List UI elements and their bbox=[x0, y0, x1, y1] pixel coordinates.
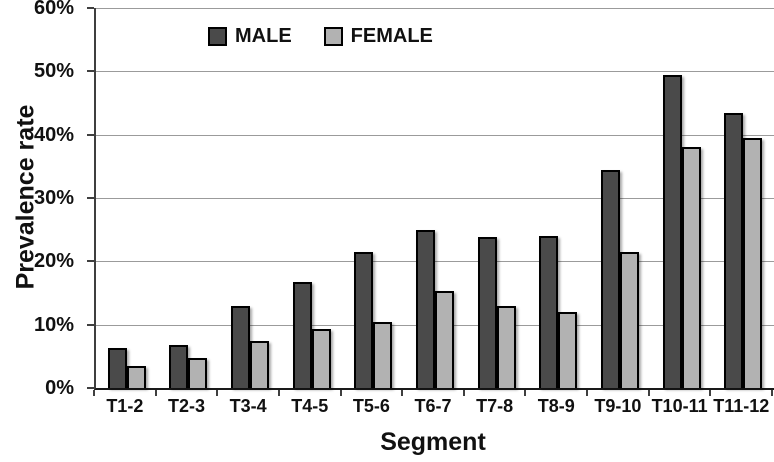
bar-male-t3-4 bbox=[231, 305, 251, 388]
bar-male-t8-9 bbox=[539, 236, 559, 388]
bar-group-t3-4 bbox=[219, 8, 281, 388]
legend-label-female: FEMALE bbox=[350, 25, 433, 47]
bar-male-t7-8 bbox=[477, 236, 497, 388]
bar-group-t1-2 bbox=[96, 8, 158, 388]
y-tick-label: 60% bbox=[33, 0, 74, 19]
x-tick-mark bbox=[216, 390, 219, 396]
x-tick-mark bbox=[93, 390, 95, 396]
bar-male-t1-2 bbox=[107, 348, 127, 388]
bar-female-t8-9 bbox=[558, 312, 578, 388]
bar-female-t1-2 bbox=[126, 365, 146, 388]
bar-group-t11-12 bbox=[712, 8, 774, 388]
bar-male-t11-12 bbox=[724, 112, 744, 388]
x-tick-mark bbox=[462, 390, 465, 396]
x-axis-label-t5-6: T5-6 bbox=[352, 396, 390, 416]
legend: MALE FEMALE bbox=[208, 25, 433, 48]
bar-male-t2-3 bbox=[169, 344, 189, 388]
x-axis-label-t3-4: T3-4 bbox=[229, 396, 267, 416]
bar-group-t10-11 bbox=[651, 8, 713, 388]
x-axis-label-t1-2: T1-2 bbox=[106, 396, 144, 416]
x-tick-mark bbox=[709, 390, 712, 396]
bar-group-t6-7 bbox=[404, 8, 466, 388]
bar-female-t9-10 bbox=[619, 251, 639, 388]
y-tick-mark bbox=[87, 133, 94, 136]
x-axis-label-t10-11: T10-11 bbox=[651, 396, 708, 416]
x-axis-label-t11-12: T11-12 bbox=[713, 396, 770, 416]
bar-male-t9-10 bbox=[600, 169, 620, 388]
y-tick-mark bbox=[87, 70, 94, 73]
x-tick-mark bbox=[647, 390, 650, 396]
x-tick-mark bbox=[401, 390, 404, 396]
y-tick-mark bbox=[87, 323, 94, 326]
y-axis-tick-marks bbox=[87, 7, 94, 390]
y-tick-mark bbox=[87, 197, 94, 199]
bar-female-t5-6 bbox=[373, 321, 393, 388]
y-axis-labels: 0% 10% 20% 30% 40% 50% 60% bbox=[0, 0, 84, 399]
bar-male-t4-5 bbox=[292, 281, 312, 388]
y-tick-label: 10% bbox=[33, 313, 74, 336]
gridline bbox=[96, 71, 774, 73]
bar-female-t4-5 bbox=[311, 329, 331, 388]
y-tick-label: 20% bbox=[33, 250, 74, 273]
bar-male-t6-7 bbox=[416, 230, 436, 388]
male-swatch-icon bbox=[208, 27, 227, 46]
x-tick-mark bbox=[339, 390, 342, 396]
gridline bbox=[96, 8, 774, 9]
legend-label-male: MALE bbox=[235, 25, 292, 47]
x-axis-label-t8-9: T8-9 bbox=[537, 396, 575, 416]
x-axis-label-t4-5: T4-5 bbox=[291, 396, 329, 416]
bar-group-t7-8 bbox=[466, 8, 528, 388]
x-tick-mark bbox=[277, 390, 280, 396]
x-tick-mark bbox=[524, 390, 527, 396]
bar-group-t4-5 bbox=[281, 8, 343, 388]
y-tick-mark bbox=[87, 260, 94, 263]
bar-group-t2-3 bbox=[158, 8, 220, 388]
female-swatch-icon bbox=[323, 27, 343, 46]
bar-female-t6-7 bbox=[435, 291, 455, 388]
bar-female-t7-8 bbox=[496, 305, 516, 388]
bar-group-t5-6 bbox=[343, 8, 405, 388]
y-tick-label: 50% bbox=[33, 60, 74, 83]
bar-female-t11-12 bbox=[743, 137, 763, 388]
y-tick-label: 0% bbox=[45, 377, 74, 399]
gridline bbox=[96, 134, 774, 136]
y-tick-mark bbox=[87, 7, 94, 9]
x-axis-label-t6-7: T6-7 bbox=[414, 396, 452, 416]
y-tick-label: 30% bbox=[33, 187, 74, 209]
x-tick-mark bbox=[154, 390, 157, 396]
y-tick-label: 40% bbox=[33, 123, 74, 146]
x-axis-tick-marks bbox=[93, 390, 773, 397]
x-axis-labels: T1-2 T2-3 T3-4 T4-5 T5-6 T6-7 T7-8 T8-9 T9-10 T10… bbox=[94, 396, 772, 417]
legend-item-male: MALE bbox=[208, 25, 292, 48]
gridline bbox=[96, 198, 774, 199]
bar-male-t10-11 bbox=[662, 74, 682, 388]
x-tick-mark bbox=[586, 390, 589, 396]
x-axis-title: Segment bbox=[380, 428, 486, 456]
bar-group-t8-9 bbox=[527, 8, 589, 388]
bar-female-t2-3 bbox=[188, 357, 208, 388]
bar-male-t5-6 bbox=[354, 251, 374, 388]
bar-female-t3-4 bbox=[250, 341, 270, 388]
bar-group-t9-10 bbox=[589, 8, 651, 388]
y-tick-mark bbox=[87, 387, 94, 389]
x-tick-mark bbox=[771, 390, 773, 396]
x-axis-label-t9-10: T9-10 bbox=[594, 396, 642, 416]
legend-item-female: FEMALE bbox=[323, 25, 433, 48]
bar-groups-layer bbox=[96, 8, 774, 388]
x-axis-label-t2-3: T2-3 bbox=[167, 396, 205, 416]
x-axis-label-t7-8: T7-8 bbox=[476, 396, 514, 416]
plot-area: MALE FEMALE bbox=[94, 8, 774, 390]
bar-female-t10-11 bbox=[681, 147, 701, 388]
